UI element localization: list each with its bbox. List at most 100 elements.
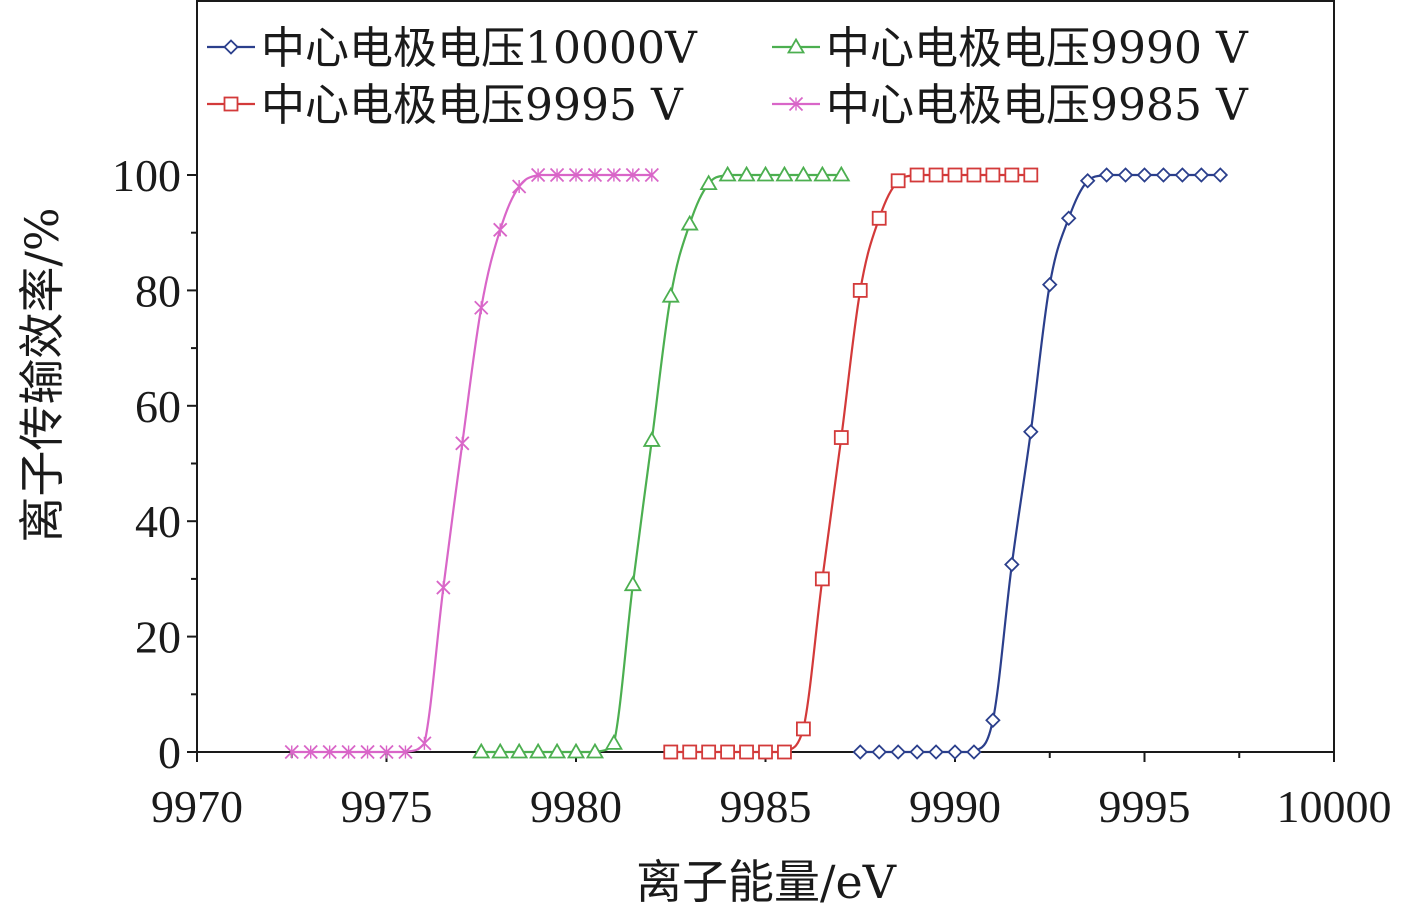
data-point [832, 165, 851, 182]
data-point [1060, 210, 1077, 227]
data-point [493, 222, 508, 237]
data-point [1117, 167, 1134, 183]
data-point [1041, 276, 1058, 293]
x-tick-label: 9980 [530, 781, 622, 832]
data-point [1174, 167, 1191, 183]
data-point [642, 431, 661, 447]
data-point [852, 282, 868, 298]
data-point [794, 165, 813, 182]
series-line-1 [860, 173, 1221, 754]
data-point [947, 744, 963, 760]
data-point [813, 165, 832, 182]
data-point [775, 165, 794, 182]
data-point [737, 165, 756, 182]
y-tick-label: 100 [112, 150, 181, 201]
data-point [966, 167, 982, 183]
data-point [814, 571, 830, 587]
data-point [966, 744, 982, 760]
data-point [510, 742, 529, 759]
x-tick-label: 9975 [341, 781, 433, 832]
data-point [1155, 167, 1172, 183]
data-point [1098, 167, 1115, 183]
x-tick-label: 9995 [1099, 781, 1191, 832]
data-point [680, 214, 699, 231]
data-point [739, 744, 754, 760]
data-point [585, 742, 605, 759]
data-point [947, 167, 963, 183]
data-point [566, 742, 586, 759]
y-tick-label: 20 [135, 612, 181, 663]
x-tick-label: 10000 [1277, 781, 1392, 832]
data-point [985, 167, 1001, 183]
legend-item: 中心电极电压9990 V [772, 23, 1249, 74]
data-point [909, 744, 925, 760]
data-point [890, 744, 906, 760]
series-line-2 [481, 173, 842, 754]
data-point [1212, 167, 1229, 183]
data-point [1193, 167, 1210, 183]
data-point [360, 744, 375, 760]
legend-label: 中心电极电压9990 V [826, 23, 1249, 74]
y-tick-label: 80 [135, 265, 181, 316]
data-point [322, 744, 337, 760]
data-point [699, 174, 718, 191]
data-point [398, 744, 413, 760]
legend-marker [223, 39, 239, 55]
data-point [871, 744, 887, 760]
data-point [701, 744, 717, 760]
data-point [796, 721, 811, 737]
series-line-3 [670, 173, 1031, 754]
series-line-4 [291, 173, 652, 754]
data-point [720, 744, 735, 760]
data-point [303, 744, 318, 760]
data-point [623, 575, 642, 592]
data-point [341, 744, 356, 760]
data-point [758, 744, 773, 760]
data-point [530, 167, 546, 183]
legend-label: 中心电极电压10000V [261, 23, 698, 74]
legend-item: 中心电极电压9985 V [772, 80, 1249, 131]
data-point [1004, 167, 1020, 183]
data-point [777, 744, 792, 760]
data-point [1023, 423, 1039, 440]
data-point [549, 167, 565, 183]
x-tick-label: 9970 [151, 781, 243, 832]
data-point [284, 744, 299, 760]
data-point [756, 165, 775, 182]
x-tick-label: 9990 [909, 781, 1001, 832]
data-point [1023, 167, 1039, 183]
data-point [491, 742, 510, 759]
data-point [379, 744, 394, 760]
data-point [718, 165, 737, 182]
legend-label: 中心电极电压9995 V [261, 80, 684, 131]
data-point [928, 167, 944, 183]
data-point [682, 744, 698, 760]
data-point [472, 742, 491, 759]
data-point [606, 167, 622, 183]
data-point [1004, 556, 1020, 573]
x-tick-label: 9985 [720, 781, 812, 832]
series-lines [291, 173, 1221, 754]
legend-marker [786, 37, 806, 54]
data-point [661, 286, 680, 303]
data-point [1079, 172, 1096, 189]
data-point [890, 173, 906, 189]
series-markers [284, 165, 1229, 760]
data-point [644, 167, 659, 183]
data-point [663, 744, 679, 760]
axis-ticks: 9970 9975 9980 9985 9990 9995 10000 0 20 40 60 80 10… [112, 150, 1392, 832]
y-tick-label: 0 [158, 727, 181, 778]
legend-marker [788, 96, 804, 112]
data-point [547, 742, 567, 759]
legend-item: 中心电极电压10000V [207, 23, 698, 74]
data-point [436, 580, 451, 595]
data-point [529, 742, 548, 759]
data-point [604, 734, 623, 750]
y-tick-label: 40 [135, 496, 181, 547]
data-point [833, 430, 849, 445]
data-point [985, 712, 1001, 729]
x-axis-title: 离子能量/eV [636, 855, 897, 909]
data-point [852, 744, 869, 760]
data-point [568, 167, 584, 183]
